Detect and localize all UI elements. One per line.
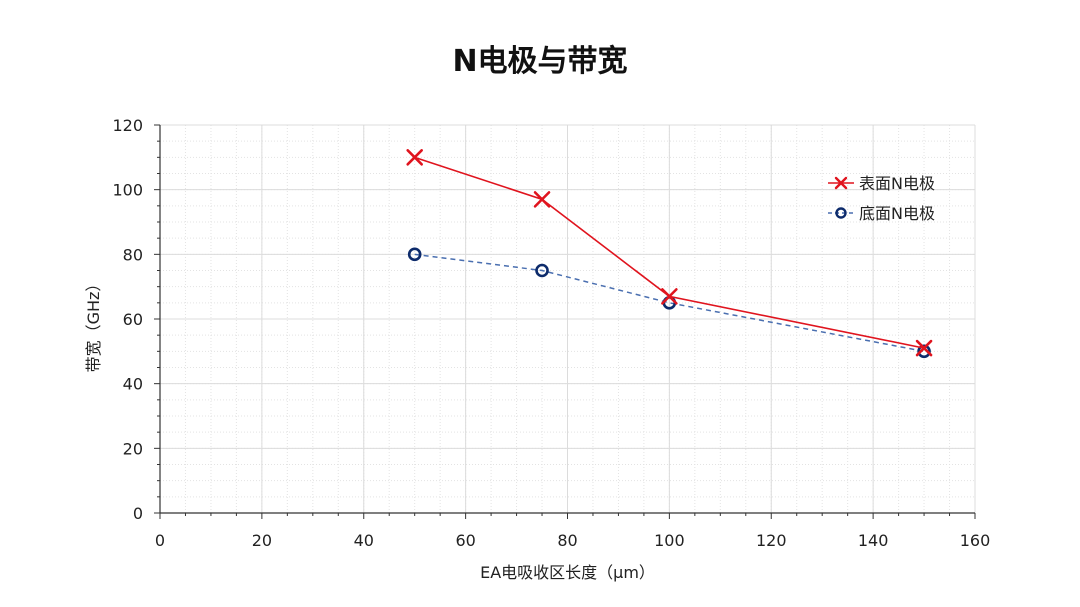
data-point-1-3 [917,344,931,359]
x-tick-label: 80 [557,531,577,550]
series-0 [406,149,933,357]
grid [159,124,976,514]
data-point-0-1 [533,191,551,208]
y-tick-label: 0 [133,504,143,523]
y-axis-title: 带宽（GHz） [84,276,103,373]
legend-item-0: 表面N电极 [828,174,935,193]
legend-label-1: 底面N电极 [859,204,935,223]
series [406,149,933,359]
y-tick-label: 20 [123,439,143,458]
x-tick-label: 160 [960,531,991,550]
x-tick-label: 60 [455,531,475,550]
data-point-1-0 [407,247,422,262]
data-point-0-3 [915,339,933,357]
y-tick-label: 120 [112,116,143,135]
x-tick-label: 140 [858,531,889,550]
chart-title: N电极与带宽 [452,44,628,79]
x-tick-label: 120 [756,531,787,550]
series-line-1 [414,253,925,353]
data-point-1-1 [535,263,549,278]
data-point-0-0 [406,149,423,166]
x-tick-label: 40 [354,531,374,550]
y-tick-label: 40 [123,375,143,394]
series-line-0 [414,156,925,349]
legend-circle-icon [835,207,847,219]
y-tick-label: 100 [112,181,143,200]
x-tick-label: 20 [252,531,272,550]
y-tick-label: 80 [123,245,143,264]
x-tick-label: 100 [654,531,685,550]
axes: 0 20 40 60 80 100 120 140 160 0 20 40 60 80 100 120 [112,116,990,550]
y-tick-label: 60 [123,310,143,329]
legend-item-1: 底面N电极 [828,204,935,223]
data-point-0-2 [661,288,678,305]
legend-label-0: 表面N电极 [859,174,935,193]
x-axis-title: EA电吸收区长度（μm） [480,563,655,582]
x-tick-label: 0 [155,531,165,550]
